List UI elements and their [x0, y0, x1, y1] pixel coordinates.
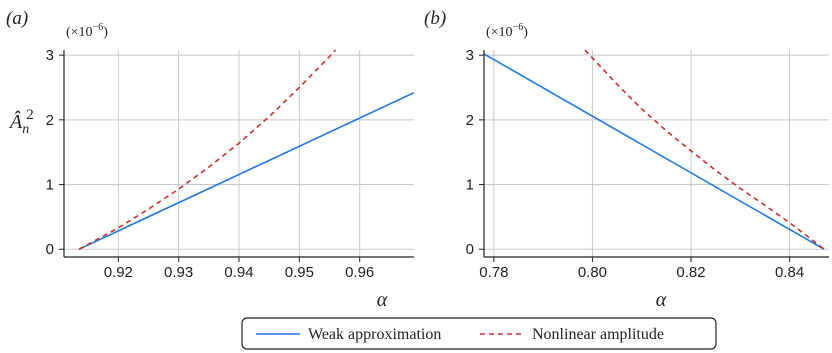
legend-label-nonlinear: Nonlinear amplitude [532, 326, 664, 343]
panel-b-xtick-label: 0.82 [676, 264, 705, 281]
panel-a-xlabel: α [377, 289, 388, 311]
panel-a-ytick-label: 3 [46, 47, 54, 64]
panel-a-multiplier: (×10−6) [66, 22, 108, 40]
panel-a-xtick-label: 0.92 [104, 264, 133, 281]
panel-b-plot: 0.78 0.80 0.82 0.84 0 1 2 3 [466, 47, 829, 281]
panel-a-xtick-label: 0.95 [285, 264, 314, 281]
panel-a-ytick-label: 0 [46, 241, 54, 258]
panel-b-ytick-label: 2 [466, 112, 474, 129]
panel-b-xtick-label: 0.80 [578, 264, 607, 281]
panel-a-label: (a) [6, 8, 28, 29]
panel-a-xtick-label: 0.94 [224, 264, 253, 281]
panel-b-series-weak [483, 53, 825, 250]
panel-b-ytick-label: 0 [466, 241, 474, 258]
panel-b-label: (b) [424, 8, 446, 29]
panel-a-xtick-label: 0.93 [164, 264, 193, 281]
panel-b-xtick-label: 0.78 [479, 264, 508, 281]
panel-a-series-nonlinear [78, 49, 337, 250]
panel-a-plot: 0.92 0.93 0.94 0.95 0.96 0 1 2 3 [46, 47, 415, 281]
panel-b-xtick-label: 0.84 [775, 264, 804, 281]
panel-b-multiplier: (×10−6) [486, 22, 528, 40]
panel-b-xlabel: α [656, 289, 667, 311]
panel-b-ytick-label: 3 [466, 47, 474, 64]
legend: Weak approximation Nonlinear amplitude [241, 317, 717, 350]
panel-b-ytick-label: 1 [466, 177, 474, 194]
legend-label-weak: Weak approximation [308, 326, 441, 343]
legend-box [241, 317, 717, 350]
panel-a-series-weak [78, 91, 415, 250]
panel-a-ytick-label: 1 [46, 177, 54, 194]
panel-a-ytick-label: 2 [46, 112, 54, 129]
panel-a-xtick-label: 0.96 [345, 264, 374, 281]
panel-b-series-nonlinear [584, 49, 825, 250]
panel-a-ylabel: Ân2 [8, 107, 34, 137]
